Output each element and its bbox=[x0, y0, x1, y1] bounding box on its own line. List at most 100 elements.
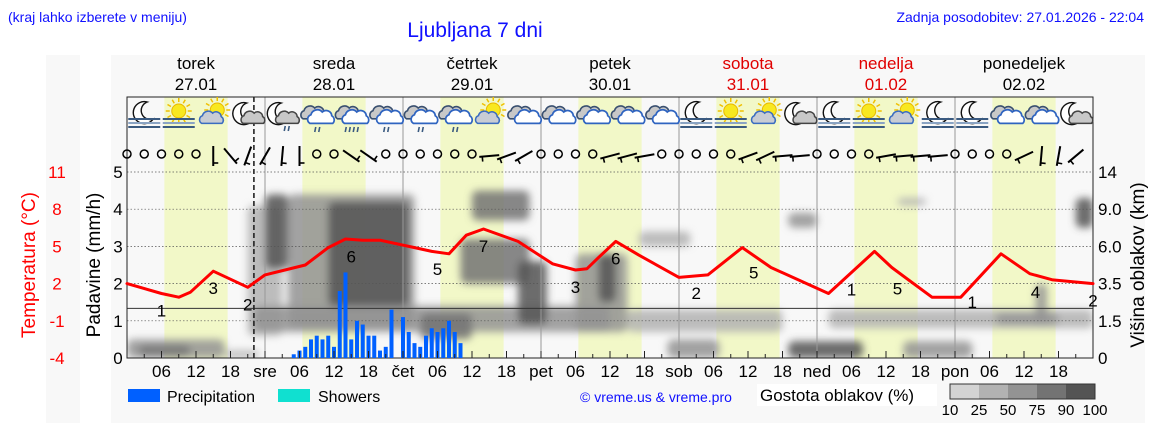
x-day-label: čet bbox=[392, 362, 415, 381]
density-scale-frame bbox=[949, 383, 1096, 400]
precipitation-bar bbox=[406, 331, 411, 358]
sun-ray bbox=[719, 114, 724, 119]
wind-barb bbox=[758, 158, 762, 164]
x-hour-label: 12 bbox=[1015, 362, 1034, 381]
temperature-label: 5 bbox=[749, 264, 758, 283]
day-name: četrtek bbox=[446, 54, 498, 73]
density-swatch bbox=[1066, 384, 1095, 399]
density-swatch bbox=[1037, 384, 1066, 399]
density-level-label: 10 bbox=[942, 402, 959, 419]
x-hour-label: 06 bbox=[290, 362, 309, 381]
calm-wind-icon bbox=[139, 149, 149, 159]
sun-ray bbox=[857, 114, 862, 119]
cloud-icon bbox=[541, 105, 577, 125]
precipitation-bar bbox=[291, 354, 296, 358]
calm-wind-icon bbox=[398, 149, 408, 159]
precipitation-tick-label: 0 bbox=[113, 349, 122, 368]
cloud-rain-icon bbox=[369, 105, 405, 133]
precipitation-tick-label: 5 bbox=[113, 163, 122, 182]
precipitation-legend-label: Precipitation bbox=[167, 389, 255, 406]
cloud-shape bbox=[341, 108, 370, 125]
temperature-label: 6 bbox=[347, 247, 356, 266]
wind-shaft bbox=[243, 146, 253, 166]
temperature-line-layer bbox=[125, 227, 1095, 299]
precipitation-swatch bbox=[128, 389, 160, 402]
wind-barb-icon bbox=[1014, 150, 1034, 164]
cloud-rain-icon bbox=[438, 105, 474, 133]
cloud-height-tick-label: 6.0 bbox=[1098, 237, 1122, 256]
calm-wind-icon bbox=[950, 149, 960, 159]
wind-barb-icon bbox=[1055, 145, 1063, 167]
wind-barb bbox=[516, 159, 521, 165]
wind-barb-icon bbox=[223, 147, 240, 165]
gridlines bbox=[126, 96, 1094, 359]
sun-ray bbox=[719, 103, 724, 108]
page-title: Ljubljana 7 dni bbox=[407, 19, 542, 42]
sun-ray bbox=[224, 113, 229, 118]
wind-barb-icon bbox=[259, 146, 271, 166]
day-date: 31.01 bbox=[727, 75, 770, 94]
temperature-label: 3 bbox=[209, 279, 218, 298]
temperature-label: 5 bbox=[893, 280, 902, 299]
cloud-shape bbox=[410, 108, 439, 125]
calm-wind-icon bbox=[708, 149, 719, 159]
day-name: nedelja bbox=[859, 54, 914, 73]
wind-barb-icon bbox=[496, 151, 517, 164]
sun-icon bbox=[717, 98, 744, 124]
precipitation-tick-label: 2 bbox=[113, 275, 122, 294]
rain-drop bbox=[382, 126, 386, 133]
sun-ray bbox=[224, 102, 229, 107]
precipitation-bar bbox=[355, 320, 359, 358]
sun-ray bbox=[481, 102, 486, 107]
sun-ray bbox=[205, 102, 210, 107]
temperature-tick-label: 8 bbox=[52, 200, 61, 219]
x-hour-label: 18 bbox=[359, 362, 378, 381]
sun-fog-icon bbox=[852, 98, 885, 128]
x-hour-label: 18 bbox=[911, 362, 930, 381]
day-date: 02.02 bbox=[1003, 75, 1046, 94]
rain-drop bbox=[344, 126, 348, 133]
calm-wind-icon bbox=[812, 149, 822, 159]
moon-cloud-icon bbox=[232, 101, 266, 126]
cloud-shape bbox=[888, 110, 915, 125]
location-hint: (kraj lahko izberete v meniju) bbox=[8, 9, 187, 25]
x-hour-label: 18 bbox=[497, 362, 516, 381]
precipitation-bar bbox=[343, 272, 348, 358]
calm-wind-icon bbox=[415, 149, 425, 159]
rain-drop bbox=[352, 126, 356, 133]
cloud-rain-icon bbox=[403, 105, 439, 133]
calm-wind-icon bbox=[846, 149, 857, 159]
x-hour-label: 06 bbox=[152, 362, 171, 381]
density-level-label: 50 bbox=[1000, 402, 1017, 419]
wind-barb-icon bbox=[243, 146, 253, 166]
moon-cloud-icon bbox=[784, 101, 818, 126]
wind-shaft bbox=[259, 146, 271, 166]
sun-ray bbox=[895, 102, 900, 107]
cloud-density-region bbox=[638, 231, 691, 247]
sun-ray bbox=[210, 98, 214, 103]
sun-ray bbox=[167, 103, 172, 108]
wind-barb-icon bbox=[600, 152, 620, 163]
cloud-axis-title: Višina oblakov (km) bbox=[1128, 182, 1149, 347]
rain-drop bbox=[313, 126, 317, 133]
cloud-density-region bbox=[1075, 198, 1093, 228]
cloud-icon bbox=[1024, 105, 1060, 125]
sun-cloud-icon bbox=[750, 97, 783, 125]
temperature-label: 1 bbox=[847, 280, 856, 299]
sun-ray bbox=[738, 114, 743, 119]
cloud-density-region bbox=[1035, 283, 1047, 325]
temperature-tick-label: -1 bbox=[49, 312, 64, 331]
wind-barb bbox=[878, 157, 881, 163]
temperature-axis-panel bbox=[46, 55, 80, 423]
moon-cloud-icon bbox=[1060, 101, 1094, 126]
x-day-label: sre bbox=[253, 362, 277, 381]
showers-swatch bbox=[278, 389, 310, 402]
wind-barb-icon bbox=[1039, 145, 1046, 167]
cloud-shape bbox=[513, 108, 543, 125]
rain-drop bbox=[455, 126, 459, 133]
calm-wind-icon bbox=[588, 149, 598, 159]
precipitation-bar bbox=[441, 328, 446, 358]
wind-barb bbox=[373, 155, 378, 161]
wind-shaft bbox=[617, 152, 638, 160]
copyright-link[interactable]: © vreme.us & vreme.pro bbox=[580, 389, 732, 405]
